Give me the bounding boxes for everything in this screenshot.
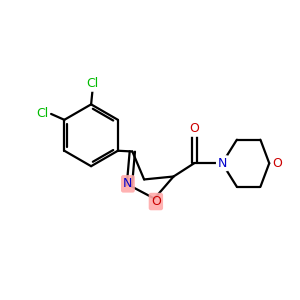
Text: O: O	[151, 195, 161, 208]
Text: N: N	[218, 157, 227, 170]
Text: Cl: Cl	[86, 77, 99, 90]
Text: O: O	[273, 157, 282, 170]
Text: Cl: Cl	[36, 107, 48, 120]
Text: N: N	[123, 177, 133, 190]
Text: O: O	[189, 122, 199, 135]
